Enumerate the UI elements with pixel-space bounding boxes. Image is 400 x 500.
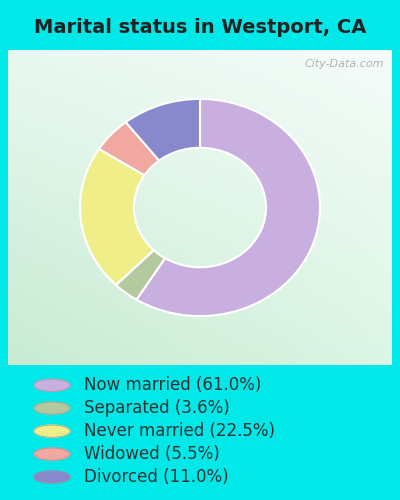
Text: Never married (22.5%): Never married (22.5%) — [84, 422, 275, 440]
Wedge shape — [80, 149, 154, 285]
Text: Divorced (11.0%): Divorced (11.0%) — [84, 468, 229, 486]
Circle shape — [34, 402, 70, 414]
Text: Separated (3.6%): Separated (3.6%) — [84, 399, 230, 417]
Wedge shape — [126, 99, 200, 160]
Wedge shape — [136, 99, 320, 316]
Wedge shape — [116, 250, 165, 300]
Circle shape — [34, 425, 70, 437]
Circle shape — [34, 471, 70, 483]
Circle shape — [34, 448, 70, 460]
Circle shape — [34, 379, 70, 392]
Wedge shape — [99, 122, 159, 176]
Text: Widowed (5.5%): Widowed (5.5%) — [84, 445, 220, 463]
Text: City-Data.com: City-Data.com — [305, 60, 384, 70]
Text: Marital status in Westport, CA: Marital status in Westport, CA — [34, 18, 366, 37]
Text: Now married (61.0%): Now married (61.0%) — [84, 376, 261, 394]
